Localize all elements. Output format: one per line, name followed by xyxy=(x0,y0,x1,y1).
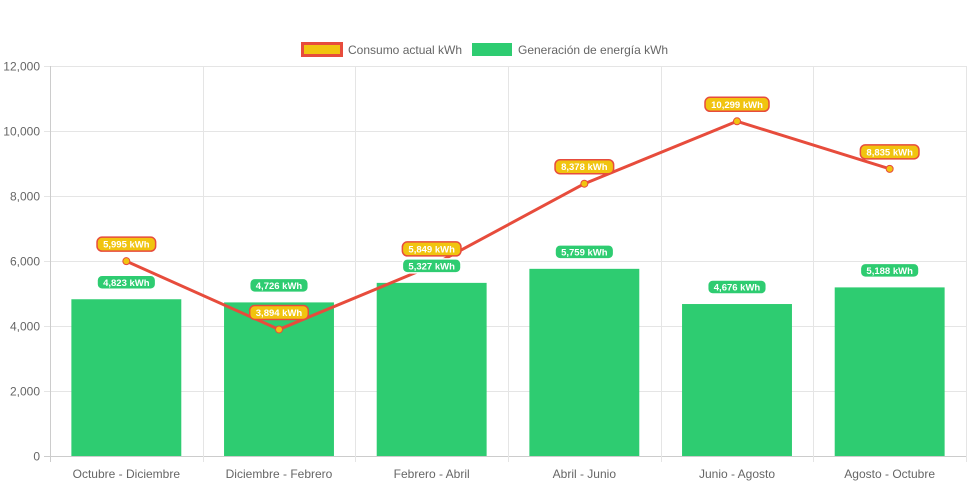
y-tick-label: 0 xyxy=(33,450,40,464)
line-data-label-box xyxy=(401,241,462,257)
bar xyxy=(682,304,792,456)
line-point xyxy=(580,179,589,188)
bar-data-label-box xyxy=(248,277,310,294)
line-data-label: 8,835 kWh xyxy=(859,144,920,160)
bar-data-label: 4,676 kWh xyxy=(706,279,768,295)
line-data-label-box xyxy=(554,158,615,175)
x-axis-ticks: Octubre - Diciembre Diciembre - Febrero Fe… xyxy=(73,467,936,481)
grid xyxy=(44,66,967,462)
bar-data-label: 5,188 kWh xyxy=(859,262,920,279)
y-tick-label: 8,000 xyxy=(10,190,40,204)
line-data-label: 3,894 kWh xyxy=(248,304,310,321)
line-data-label-box xyxy=(859,144,920,160)
line-data-label-text: 5,995 kWh xyxy=(103,240,150,251)
line-data-label-text: 3,894 kWh xyxy=(256,308,303,319)
bar-data-label-text: 5,188 kWh xyxy=(866,266,913,277)
y-tick-label: 4,000 xyxy=(10,320,40,334)
x-tick-label: Abril - Junio xyxy=(553,467,617,481)
x-tick-label: Agosto - Octubre xyxy=(844,467,935,481)
line-point xyxy=(733,117,741,126)
legend-swatch-consumo xyxy=(301,42,343,57)
bar-data-label-text: 4,726 kWh xyxy=(256,281,303,292)
bar-data-label-text: 4,676 kWh xyxy=(714,283,761,294)
y-tick-label: 12,000 xyxy=(3,60,40,74)
y-tick-label: 6,000 xyxy=(10,255,40,269)
bar-data-label: 5,759 kWh xyxy=(554,244,615,260)
bar-data-label-box xyxy=(706,279,768,295)
y-axis-ticks: 0 2,000 4,000 6,000 8,000 10,000 12,000 xyxy=(3,60,40,464)
line-data-label-box xyxy=(248,304,310,321)
line-data-label-box xyxy=(96,236,157,252)
line-data-label: 8,378 kWh xyxy=(554,158,615,175)
line-data-label-text: 5,849 kWh xyxy=(408,244,455,255)
line-data-label: 10,299 kWh xyxy=(704,96,770,113)
line-data-label-box xyxy=(704,96,770,113)
bar-data-label-box xyxy=(96,274,157,291)
bar-data-label-text: 5,759 kWh xyxy=(561,247,608,258)
line-data-label: 5,849 kWh xyxy=(401,241,462,257)
legend-label-consumo: Consumo actual kWh xyxy=(348,43,462,57)
y-tick-label: 10,000 xyxy=(3,125,40,139)
legend-item-consumo[interactable]: Consumo actual kWh xyxy=(301,42,463,57)
legend-item-generacion[interactable]: Generación de energía kWh xyxy=(472,43,668,57)
bar xyxy=(224,302,334,456)
legend-label-generacion: Generación de energía kWh xyxy=(518,43,668,57)
legend[interactable]: Consumo actual kWh Generación de energía… xyxy=(301,42,669,57)
bar xyxy=(71,299,182,456)
x-tick-label: Febrero - Abril xyxy=(394,467,470,481)
bar-data-label-box xyxy=(554,244,615,260)
bar-data-label-text: 4,823 kWh xyxy=(103,278,150,289)
bar-data-label: 4,726 kWh xyxy=(248,277,310,294)
x-tick-label: Octubre - Diciembre xyxy=(73,467,181,481)
line-data-label-text: 8,835 kWh xyxy=(866,147,913,158)
line-point xyxy=(122,257,131,266)
x-tick-label: Junio - Agosto xyxy=(699,467,775,481)
line-data-label-text: 10,299 kWh xyxy=(711,100,763,111)
legend-swatch-generacion xyxy=(472,43,512,56)
line-data-label-text: 8,378 kWh xyxy=(561,162,608,173)
bar-data-label-box xyxy=(401,258,462,274)
bar xyxy=(376,282,487,456)
line-data-label: 5,995 kWh xyxy=(96,236,157,252)
x-tick-label: Diciembre - Febrero xyxy=(226,467,333,481)
bar xyxy=(834,287,945,456)
bar-data-label-box xyxy=(859,262,920,279)
line-point xyxy=(885,164,894,173)
bar xyxy=(529,268,640,456)
bar-data-label: 4,823 kWh xyxy=(96,274,157,291)
bar-series xyxy=(71,268,945,456)
bar-data-label: 5,327 kWh xyxy=(401,258,462,274)
line-point xyxy=(275,325,283,334)
data-labels: 4,823 kWh 4,726 kWh 5,327 kWh 5,759 kWh 4,67… xyxy=(96,96,920,321)
bar-data-label-text: 5,327 kWh xyxy=(408,261,455,272)
y-tick-label: 2,000 xyxy=(10,385,40,399)
